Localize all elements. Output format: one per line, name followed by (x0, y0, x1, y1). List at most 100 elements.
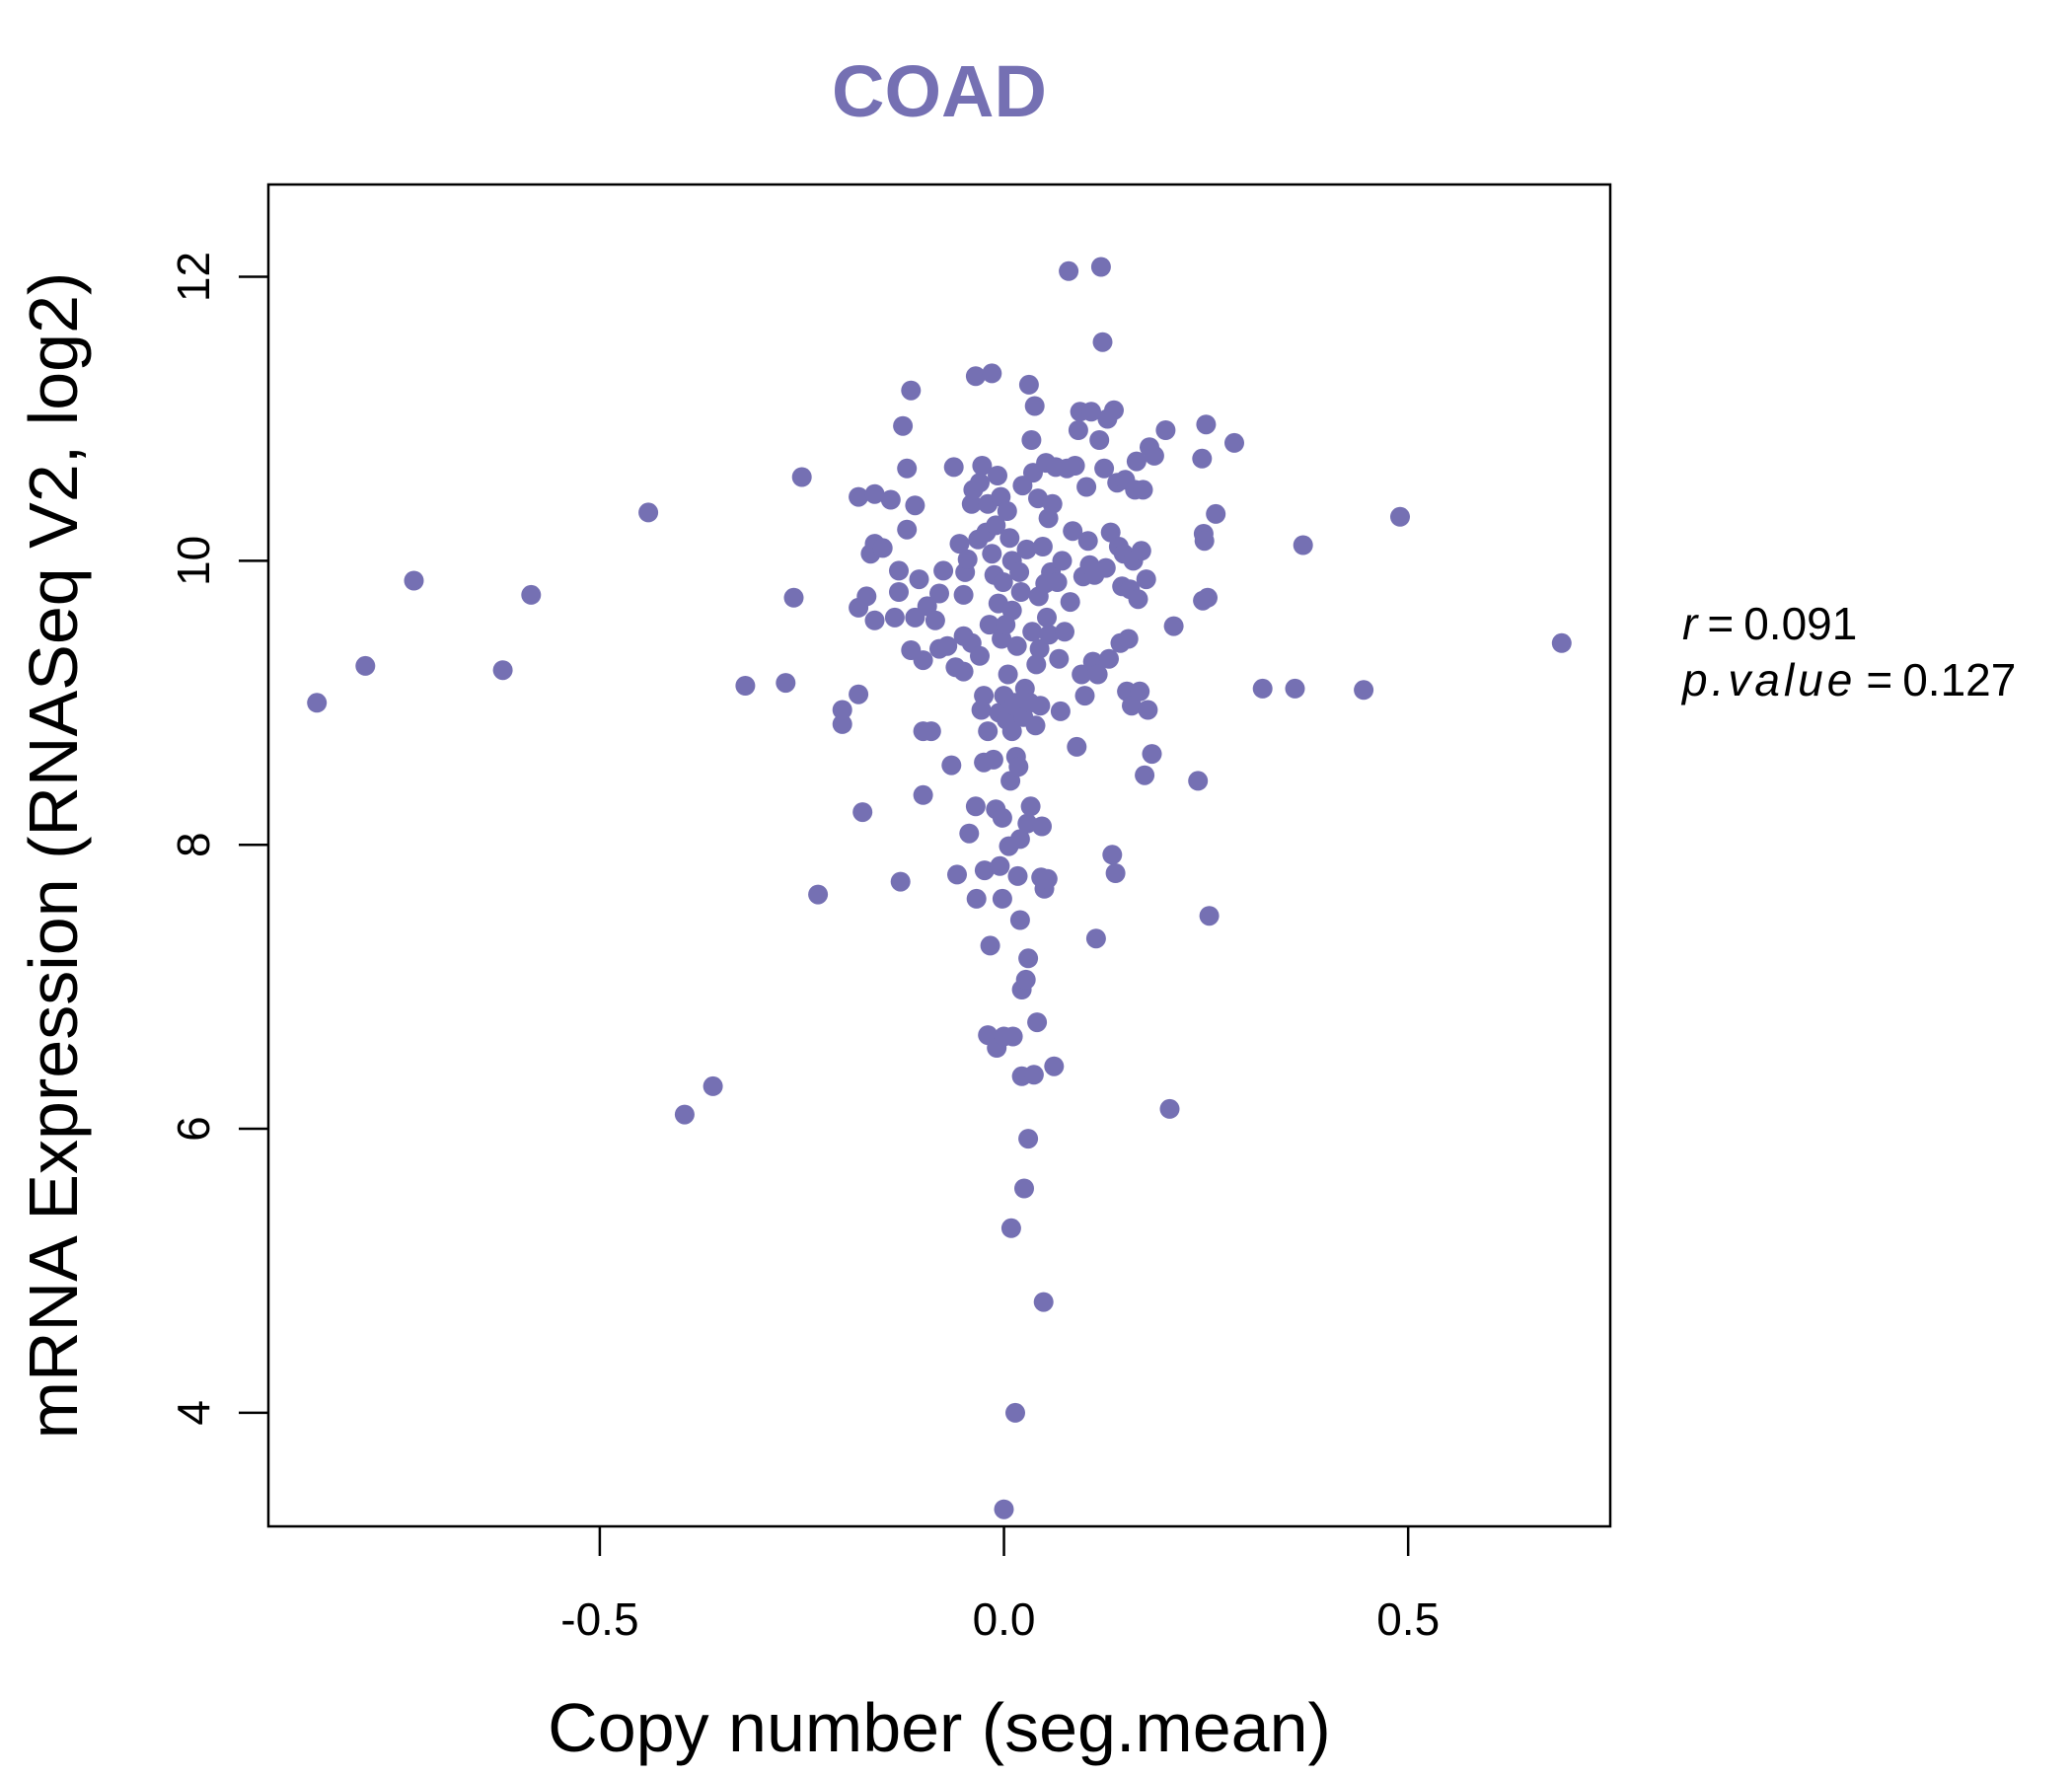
data-point (1087, 664, 1108, 685)
data-point (1135, 765, 1155, 785)
data-point (947, 864, 967, 885)
data-point (953, 584, 974, 605)
data-point (1025, 715, 1046, 736)
data-point (1155, 420, 1176, 440)
data-point (1077, 531, 1098, 552)
data-point (832, 713, 852, 734)
data-point (1001, 600, 1022, 621)
data-point (1004, 693, 1025, 713)
data-point (999, 528, 1020, 549)
data-point (1133, 480, 1153, 500)
y-tick-label: 10 (168, 536, 219, 586)
data-point (974, 860, 995, 881)
data-point (1224, 432, 1244, 453)
data-point (1126, 451, 1147, 472)
data-point (941, 755, 962, 776)
data-point (1076, 477, 1097, 497)
data-point (674, 1104, 695, 1125)
data-point (893, 415, 914, 436)
data-point (905, 495, 925, 516)
data-point (1026, 654, 1047, 675)
data-point (1131, 541, 1151, 561)
data-point (993, 572, 1013, 592)
r-value: 0.091 (1743, 598, 1857, 649)
data-point (1099, 648, 1119, 669)
data-point (849, 486, 869, 507)
data-point (1074, 686, 1095, 706)
data-point (1194, 531, 1215, 552)
data-point (1128, 589, 1148, 610)
y-tick-label: 6 (168, 1116, 219, 1142)
y-axis-label: mRNA Expression (RNASeq V2, log2) (15, 272, 92, 1440)
data-point (890, 871, 911, 892)
x-tick-label: -0.5 (560, 1593, 638, 1645)
data-point (1072, 664, 1092, 685)
data-point (1060, 592, 1080, 613)
data-point (776, 673, 796, 694)
data-point (1199, 906, 1220, 926)
data-point (1009, 829, 1030, 850)
data-point (492, 660, 513, 681)
data-point (1000, 1218, 1021, 1238)
data-point (791, 467, 812, 487)
data-point (1018, 374, 1039, 395)
data-point (978, 721, 999, 742)
x-tick-label: 0.5 (1376, 1593, 1440, 1645)
data-point (974, 686, 995, 706)
y-tick-label: 4 (168, 1400, 219, 1426)
data-point (943, 457, 964, 478)
data-point (1023, 1065, 1044, 1085)
data-point (1002, 1026, 1023, 1047)
data-point (1252, 678, 1273, 699)
data-point (1293, 535, 1313, 555)
data-point (1027, 1012, 1048, 1033)
data-point (1022, 622, 1043, 642)
data-point (1090, 257, 1111, 277)
data-point (933, 560, 954, 581)
data-point (970, 473, 990, 493)
data-point (1085, 928, 1106, 949)
data-point (864, 610, 885, 630)
y-tick-label: 8 (168, 832, 219, 857)
data-point (925, 610, 945, 630)
data-point (1196, 414, 1217, 435)
data-point (1018, 948, 1039, 969)
data-point (1159, 1098, 1180, 1119)
data-point (972, 456, 993, 476)
data-point (1089, 430, 1110, 450)
data-point (1163, 616, 1184, 636)
data-point (988, 466, 1007, 485)
p-stat: p.value = 0.127 (1680, 654, 2016, 705)
data-point (1029, 638, 1050, 659)
data-point (1055, 622, 1074, 642)
r-stat: r = 0.091 (1682, 598, 1857, 649)
data-point (1142, 744, 1162, 765)
data-point (1001, 721, 1022, 742)
data-point (1068, 420, 1088, 440)
data-point (949, 534, 970, 555)
data-point (983, 749, 1003, 770)
data-point (913, 784, 933, 805)
data-point (1033, 1292, 1054, 1312)
data-point (735, 676, 756, 696)
p-value: 0.127 (1902, 654, 2016, 705)
data-point (404, 570, 424, 591)
data-point (1206, 503, 1226, 524)
data-point (998, 664, 1018, 685)
data-point (1047, 572, 1068, 592)
data-point (1018, 1129, 1039, 1149)
data-point (880, 489, 901, 510)
data-point (1009, 561, 1030, 582)
data-point (1009, 910, 1030, 930)
data-point (994, 1499, 1014, 1519)
data-point (1006, 635, 1027, 656)
data-point (1049, 648, 1070, 669)
data-point (1042, 493, 1063, 514)
x-tick-label: 0.0 (973, 1593, 1036, 1645)
data-point (1050, 701, 1071, 721)
data-point (965, 366, 986, 387)
p-label: p.value (1680, 654, 1856, 705)
data-point (1192, 448, 1213, 469)
data-point (307, 693, 328, 713)
